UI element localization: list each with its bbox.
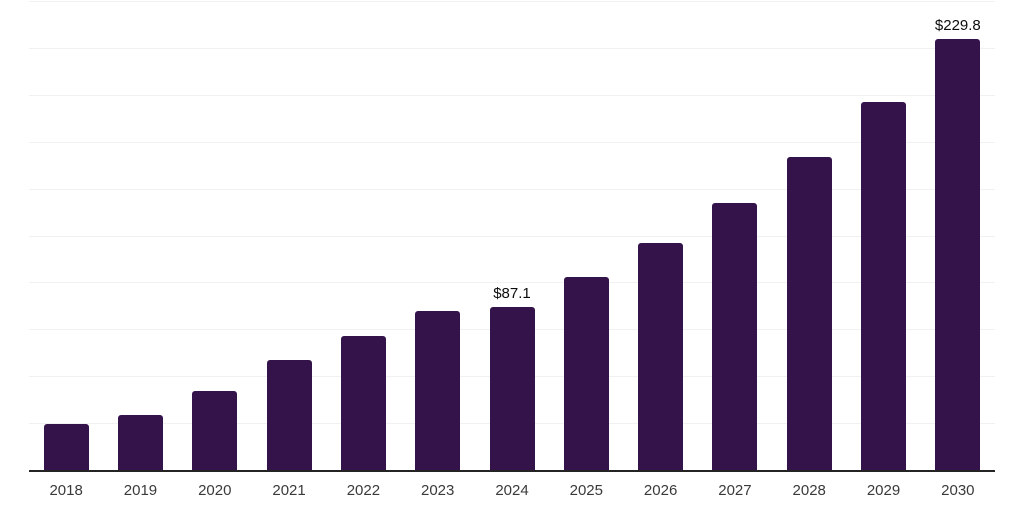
data-label-2030: $229.8 xyxy=(934,16,981,34)
bar-2018 xyxy=(43,424,89,470)
x-tick-label-2023: 2023 xyxy=(421,482,455,499)
bar-2019 xyxy=(117,415,163,470)
bar-2022 xyxy=(340,336,386,470)
gridline xyxy=(29,141,995,143)
bar-2028 xyxy=(786,156,832,470)
bar-2030 xyxy=(935,38,981,470)
x-tick-label-2022: 2022 xyxy=(346,482,381,499)
x-axis-labels: 2018 2019 2020 2021 2022 2023 2024 2025 2026 2027… xyxy=(29,482,995,506)
x-tick-label-2024: 2024 xyxy=(495,482,529,499)
x-tick-label-2021: 2021 xyxy=(272,482,306,499)
x-tick-label-2027: 2027 xyxy=(718,482,752,499)
x-tick-label-2018: 2018 xyxy=(49,482,83,499)
gridline xyxy=(29,1,995,2)
x-tick-label-2019: 2019 xyxy=(123,482,158,499)
data-label-2024: $87.1 xyxy=(493,284,531,302)
bar-2027 xyxy=(712,203,758,470)
plot-area: $87.1 $229.8 xyxy=(29,1,995,472)
gridline xyxy=(29,235,995,237)
bar-2029 xyxy=(861,101,907,470)
x-tick-label-2025: 2025 xyxy=(569,482,603,499)
bar-2020 xyxy=(192,390,238,470)
gridline xyxy=(29,282,995,284)
bar-2024 xyxy=(489,306,535,470)
gridline xyxy=(29,188,995,190)
bar-2025 xyxy=(563,277,609,470)
bar-2023 xyxy=(415,310,461,470)
x-tick-label-2029: 2029 xyxy=(866,482,901,499)
x-tick-label-2030: 2030 xyxy=(941,482,975,499)
gridline xyxy=(29,47,995,49)
gridline xyxy=(29,94,995,96)
bar-2026 xyxy=(638,242,684,470)
bar-2021 xyxy=(266,360,312,470)
x-tick-label-2028: 2028 xyxy=(792,482,826,499)
x-tick-label-2020: 2020 xyxy=(198,482,232,499)
x-tick-label-2026: 2026 xyxy=(643,482,678,499)
